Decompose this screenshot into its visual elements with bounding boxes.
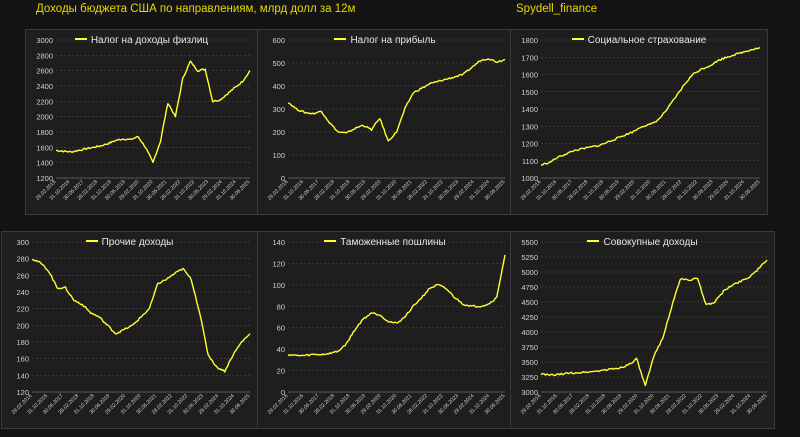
legend-swatch: [85, 240, 98, 243]
chart-panel-customs-duties: 0 20 40 60 80 100 120 140 29.02.2016 31.10.2016 30…: [257, 231, 513, 429]
y-tick-label: 1700: [521, 53, 538, 62]
y-tick-label: 200: [16, 321, 29, 330]
legend: Социальное страхование: [511, 35, 767, 46]
y-tick-label: 2600: [36, 67, 53, 76]
y-tick-label: 500: [272, 59, 285, 68]
y-tick-label: 2400: [36, 82, 53, 91]
y-tick-label: 1000: [521, 174, 538, 183]
y-tick-label: 300: [272, 105, 285, 114]
y-tick-label: 5500: [521, 238, 538, 247]
series-line: [56, 60, 251, 164]
y-tick-label: 4750: [521, 283, 538, 292]
y-tick-label: 5000: [521, 268, 538, 277]
series-line: [287, 58, 506, 142]
chart-panel-corporate-tax: 0 100 200 300 400 500 600 29.02.2016 31.10.2016 3…: [257, 29, 513, 215]
legend-label: Социальное страхование: [587, 35, 707, 46]
series-line: [541, 47, 761, 166]
chart-panel-total-revenue: 3000 3250 3500 3750 4000 4250 4500 4750 5000 5250…: [510, 231, 775, 429]
legend: Таможенные пошлины: [258, 237, 512, 248]
y-tick-label: 0: [281, 388, 285, 397]
legend: Совокупные доходы: [511, 237, 774, 248]
y-tick-label: 240: [16, 288, 29, 297]
y-tick-label: 140: [16, 371, 29, 380]
legend: Налог на прибыль: [258, 35, 512, 46]
y-tick-label: 260: [16, 271, 29, 280]
y-tick-label: 40: [277, 345, 285, 354]
y-tick-label: 400: [272, 82, 285, 91]
series-line: [31, 258, 251, 373]
legend-label: Совокупные доходы: [603, 237, 698, 248]
legend: Прочие доходы: [2, 237, 257, 248]
y-tick-label: 1400: [521, 105, 538, 114]
y-tick-label: 20: [277, 367, 285, 376]
chart-panel-personal-income-tax: 1200 1400 1600 1800 2000 2200 2400 2600 2800 3000…: [25, 29, 258, 215]
y-tick-label: 600: [272, 36, 285, 45]
legend-swatch: [587, 240, 600, 243]
y-tick-label: 1200: [521, 140, 538, 149]
y-tick-label: 300: [16, 238, 29, 247]
chart-total-revenue: 3000 3250 3500 3750 4000 4250 4500 4750 5000 5250…: [520, 238, 769, 416]
y-tick-label: 1600: [521, 71, 538, 80]
legend-label: Прочие доходы: [101, 237, 174, 248]
chart-social-insurance: 10001100120013001400150016001700180029.0…: [520, 36, 762, 202]
brand-label: Spydell_finance: [516, 3, 598, 15]
y-tick-label: 220: [16, 305, 29, 314]
chart-customs-duties: 02040608010012014029.02.201631.10.201630…: [267, 238, 507, 416]
legend-swatch: [571, 38, 584, 41]
y-tick-label: 280: [16, 255, 29, 264]
y-tick-label: 2000: [36, 113, 53, 122]
y-tick-label: 4000: [521, 328, 538, 337]
y-tick-label: 60: [277, 324, 285, 333]
chart-personal-income-tax: 1200 1400 1600 1800 2000 2200 2400 2600 2800 3000…: [35, 36, 252, 202]
y-tick-label: 3750: [521, 343, 538, 352]
chart-other-revenue: 12014016018020022024026028030029.02.2016…: [11, 238, 252, 416]
series-line: [540, 259, 768, 387]
legend: Налог на доходы физлиц: [26, 35, 257, 46]
y-tick-label: 160: [16, 355, 29, 364]
y-tick-label: 3000: [36, 36, 53, 45]
y-tick-label: 1500: [521, 88, 538, 97]
y-tick-label: 0: [281, 174, 285, 183]
y-tick-label: 2200: [36, 97, 53, 106]
legend-swatch: [74, 38, 87, 41]
y-tick-label: 120: [16, 388, 29, 397]
y-tick-label: 140: [272, 238, 285, 247]
y-tick-label: 1200: [36, 174, 53, 183]
y-tick-label: 3250: [521, 373, 538, 382]
y-tick-label: 2800: [36, 51, 53, 60]
y-tick-label: 3500: [521, 358, 538, 367]
y-tick-label: 120: [272, 259, 285, 268]
y-tick-label: 80: [277, 302, 285, 311]
y-tick-label: 100: [272, 151, 285, 160]
page-title: Доходы бюджета США по направлениям, млрд…: [36, 3, 356, 15]
y-tick-label: 4500: [521, 298, 538, 307]
chart-corporate-tax: 010020030040050060029.02.201631.10.20163…: [267, 36, 507, 202]
y-tick-label: 1400: [36, 159, 53, 168]
series-line: [287, 254, 506, 357]
y-tick-label: 1800: [36, 128, 53, 137]
y-tick-label: 5250: [521, 253, 538, 262]
chart-panel-other-revenue: 120 140 160 180 200 220 240 260 280 300 29.02.2016…: [1, 231, 258, 429]
y-tick-label: 1600: [36, 143, 53, 152]
legend-label: Налог на доходы физлиц: [90, 35, 209, 46]
legend-label: Налог на прибыль: [350, 35, 436, 46]
y-tick-label: 1300: [521, 122, 538, 131]
y-tick-label: 1800: [521, 36, 538, 45]
y-tick-label: 200: [272, 128, 285, 137]
legend-label: Таможенные пошлины: [340, 237, 446, 248]
y-tick-label: 180: [16, 338, 29, 347]
legend-swatch: [334, 38, 347, 41]
y-tick-label: 3000: [521, 388, 538, 397]
y-tick-label: 100: [272, 281, 285, 290]
chart-panel-social-insurance: 1000 1100 1200 1300 1400 1500 1600 1700 1800 29.0…: [510, 29, 768, 215]
y-tick-label: 4250: [521, 313, 538, 322]
legend-swatch: [324, 240, 337, 243]
y-tick-label: 1100: [522, 157, 538, 166]
